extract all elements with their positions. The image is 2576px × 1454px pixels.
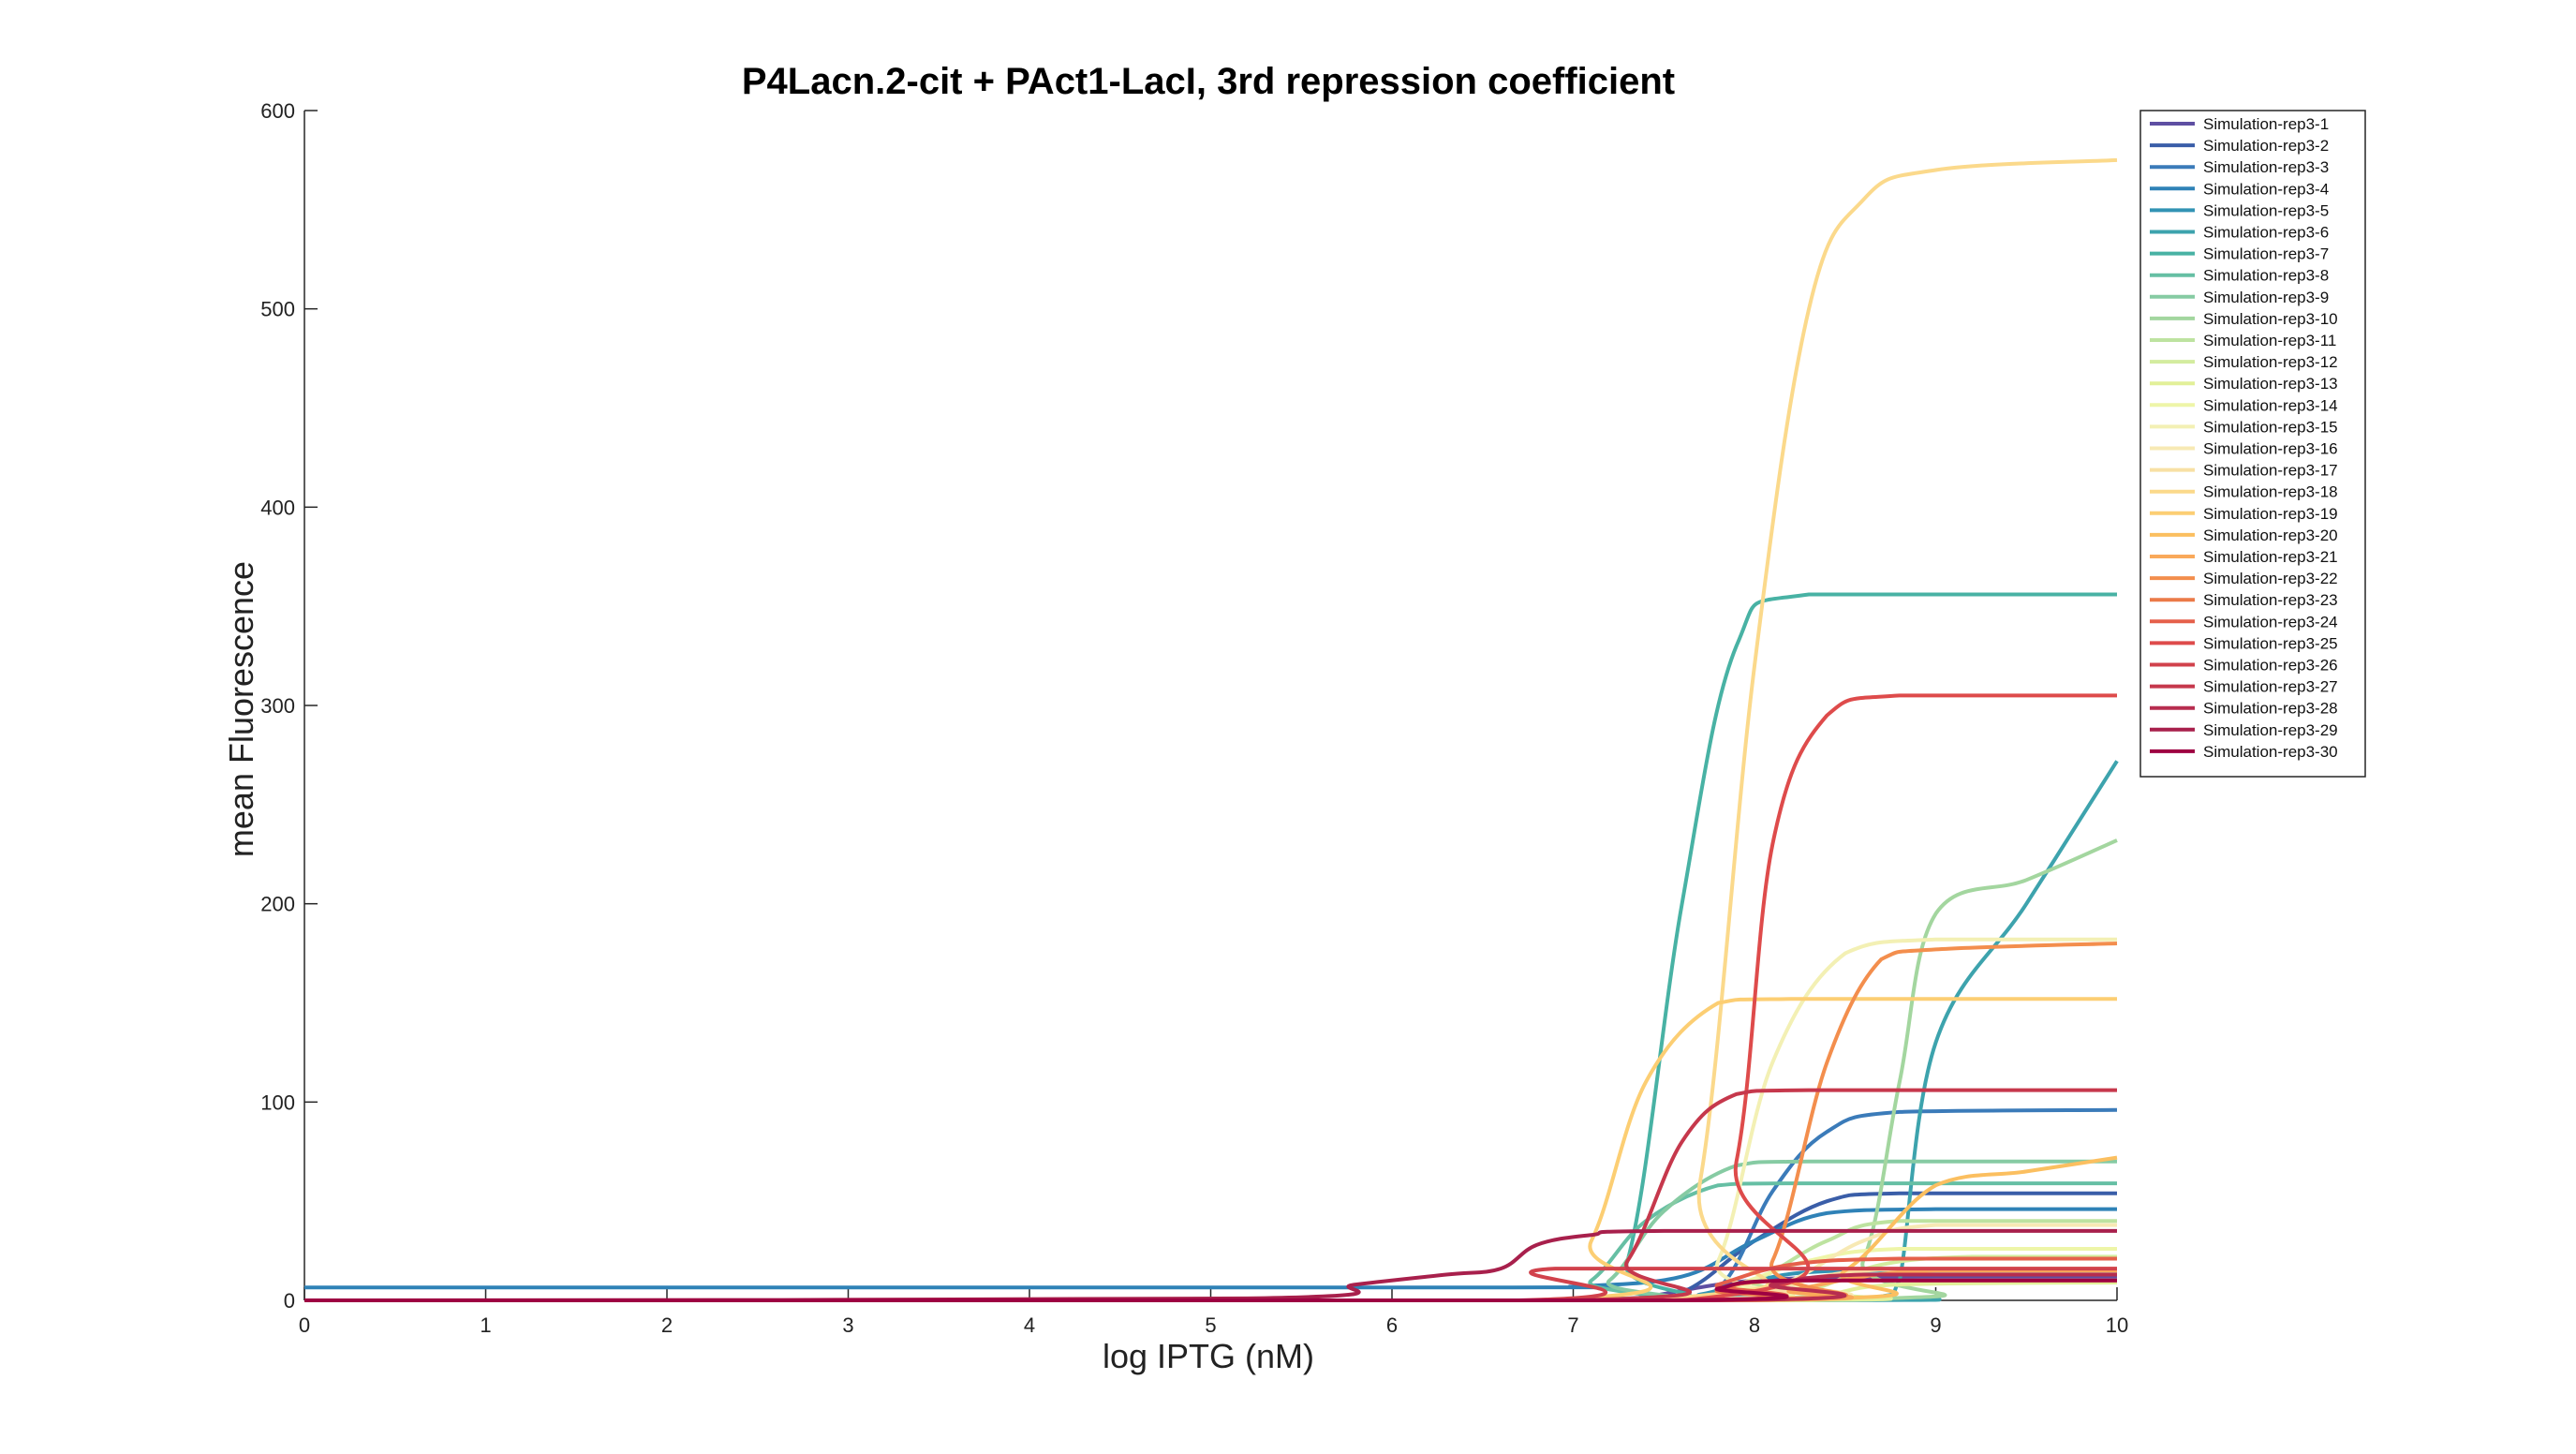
legend-label: Simulation-rep3-11: [2203, 332, 2336, 349]
series-line-19: [303, 997, 2117, 1303]
x-tick-label: 7: [1567, 1313, 1578, 1337]
series-line-6: [303, 760, 2119, 1303]
series-line-18: [303, 157, 2118, 1303]
series-line-2: [303, 1191, 2117, 1303]
legend-label: Simulation-rep3-24: [2203, 613, 2338, 631]
legend-label: Simulation-rep3-17: [2203, 462, 2338, 480]
legend-label: Simulation-rep3-1: [2203, 115, 2329, 133]
legend-label: Simulation-rep3-27: [2203, 678, 2338, 696]
legend-label: Simulation-rep3-22: [2203, 570, 2338, 587]
legend-label: Simulation-rep3-15: [2203, 418, 2338, 436]
legend-label: Simulation-rep3-13: [2203, 375, 2338, 393]
x-tick-label: 3: [842, 1313, 853, 1337]
legend-label: Simulation-rep3-25: [2203, 634, 2338, 652]
series-line-30: [303, 1278, 2117, 1303]
x-tick-label: 6: [1386, 1313, 1398, 1337]
legend-label: Simulation-rep3-10: [2203, 310, 2338, 328]
legend: Simulation-rep3-1 Simulation-rep3-2 Simula…: [2139, 110, 2366, 778]
legend-label: Simulation-rep3-9: [2203, 289, 2329, 306]
legend-label: Simulation-rep3-19: [2203, 505, 2338, 523]
x-tick-label: 4: [1024, 1313, 1035, 1337]
x-axis-label: log IPTG (nM): [1103, 1337, 1314, 1375]
legend-label: Simulation-rep3-3: [2203, 158, 2329, 176]
x-tick-label: 2: [661, 1313, 673, 1337]
legend-label: Simulation-rep3-7: [2203, 245, 2329, 263]
y-tick-label: 300: [260, 694, 295, 718]
legend-label: Simulation-rep3-14: [2203, 396, 2338, 414]
legend-label: Simulation-rep3-28: [2203, 700, 2338, 718]
legend-label: Simulation-rep3-29: [2203, 721, 2338, 739]
legend-label: Simulation-rep3-16: [2203, 440, 2338, 458]
y-tick-label: 500: [260, 298, 295, 321]
legend-label: Simulation-rep3-20: [2203, 527, 2338, 544]
x-tick-label: 5: [1205, 1313, 1216, 1337]
plot-area: [303, 157, 2119, 1303]
y-tick-label: 0: [284, 1289, 295, 1313]
x-tick-label: 1: [480, 1313, 491, 1337]
legend-label: Simulation-rep3-12: [2203, 353, 2338, 371]
legend-label: Simulation-rep3-23: [2203, 591, 2338, 609]
legend-label: Simulation-rep3-8: [2203, 267, 2329, 285]
legend-label: Simulation-rep3-6: [2203, 224, 2329, 242]
chart-title: P4Lacn.2-cit + PAct1-LacI, 3rd repressio…: [742, 61, 1675, 102]
y-tick-label: 100: [260, 1090, 295, 1114]
x-tick-label: 9: [1930, 1313, 1941, 1337]
series-line-8: [303, 1181, 2117, 1303]
legend-label: Simulation-rep3-26: [2203, 657, 2338, 675]
legend-label: Simulation-rep3-4: [2203, 180, 2329, 198]
y-tick-label: 600: [260, 99, 295, 123]
legend-label: Simulation-rep3-2: [2203, 137, 2329, 155]
legend-label: Simulation-rep3-30: [2203, 743, 2338, 761]
legend-label: Simulation-rep3-5: [2203, 201, 2329, 219]
y-axis-label: mean Fluorescence: [222, 561, 260, 857]
y-tick-label: 400: [260, 496, 295, 519]
x-tick-label: 0: [299, 1313, 310, 1337]
legend-label: Simulation-rep3-18: [2203, 483, 2338, 501]
x-tick-label: 8: [1749, 1313, 1760, 1337]
y-tick-label: 200: [260, 893, 295, 916]
x-tick-label: 10: [2106, 1313, 2128, 1337]
legend-label: Simulation-rep3-21: [2203, 548, 2338, 566]
